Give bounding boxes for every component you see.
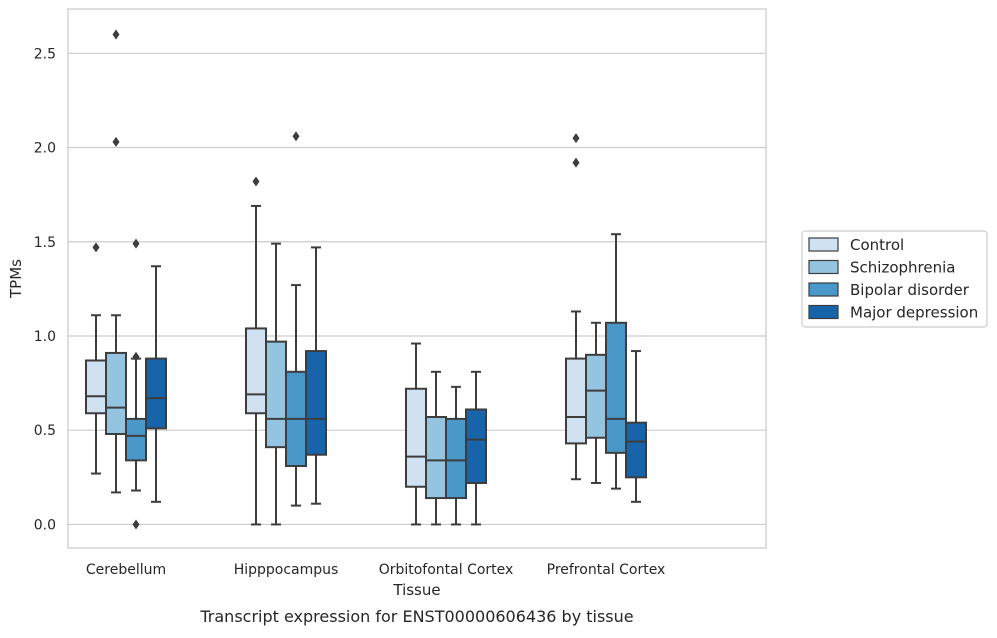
iqr-box [585, 353, 607, 439]
iqr-box [125, 417, 147, 462]
box-bipolar-disorder [125, 238, 147, 530]
box-marks [85, 29, 647, 530]
iqr-box [105, 351, 127, 435]
plot-frame [67, 8, 767, 549]
box-major-depression [465, 370, 487, 526]
iqr-box [265, 340, 287, 449]
outlier-point [572, 133, 580, 144]
box-bipolar-disorder [285, 131, 307, 507]
legend-swatch [808, 259, 839, 275]
legend-frame [801, 230, 988, 328]
outlier-point [292, 131, 300, 142]
legend-item: Schizophrenia [808, 259, 955, 277]
iqr-box [85, 359, 107, 415]
iqr-box [445, 417, 467, 500]
x-tick-label: Prefrontal Cortex [547, 562, 666, 578]
box-schizophrenia [105, 29, 127, 494]
legend-swatch [808, 304, 839, 320]
outlier-point [132, 351, 140, 362]
outlier-point [252, 176, 260, 187]
outlier-point [92, 242, 100, 253]
legend: Control Schizophrenia Bipolar disorder Majo… [801, 230, 988, 328]
y-tick-label: 2.5 [34, 46, 56, 62]
iqr-box [465, 408, 487, 484]
box-major-depression [625, 350, 647, 503]
legend-swatch [808, 282, 839, 297]
grid-lines [68, 52, 766, 526]
x-tick-labels: Cerebellum Hipppocampus Orbitofontal Corte… [86, 562, 665, 578]
y-tick-labels: 0.0 0.5 1.0 1.5 2.0 2.5 [34, 46, 56, 533]
y-tick-label: 1.5 [34, 235, 56, 251]
x-axis-title: Tissue [392, 581, 440, 599]
legend-label: Bipolar disorder [850, 281, 970, 299]
iqr-box [305, 350, 327, 456]
iqr-box [565, 357, 587, 445]
iqr-box [605, 321, 627, 454]
legend-item: Control [808, 236, 904, 254]
box-control [565, 133, 587, 481]
legend-item: Bipolar disorder [808, 281, 970, 299]
outlier-point [132, 519, 140, 530]
box-schizophrenia [265, 242, 287, 526]
y-tick-label: 0.0 [34, 517, 56, 533]
legend-item: Major depression [808, 304, 978, 322]
box-bipolar-disorder [445, 385, 467, 526]
box-major-depression [305, 246, 327, 505]
box-control [85, 242, 107, 475]
iqr-box [145, 357, 167, 430]
x-tick-label: Hipppocampus [234, 562, 339, 578]
y-tick-label: 0.5 [34, 423, 56, 439]
box-schizophrenia [425, 370, 447, 526]
outlier-point [112, 136, 120, 147]
legend-label: Control [850, 236, 904, 254]
legend-label: Schizophrenia [850, 259, 955, 277]
legend-swatch [808, 237, 839, 252]
outlier-point [112, 29, 120, 40]
box-control [245, 176, 267, 526]
box-bipolar-disorder [605, 233, 627, 490]
iqr-box [245, 327, 267, 415]
y-axis-title: TPMs [7, 259, 25, 299]
box-control [405, 342, 427, 526]
iqr-box [425, 416, 447, 500]
iqr-box [405, 387, 427, 488]
legend-label: Major depression [850, 304, 978, 322]
y-tick-label: 2.0 [34, 141, 56, 157]
x-tick-label: Cerebellum [86, 562, 166, 578]
iqr-box [625, 421, 647, 479]
box-major-depression [145, 265, 167, 503]
box-schizophrenia [585, 321, 607, 484]
outlier-point [572, 157, 580, 168]
chart-caption: Transcript expression for ENST0000060643… [199, 607, 633, 626]
y-tick-label: 1.0 [34, 329, 56, 345]
x-tick-label: Orbitofontal Cortex [379, 562, 514, 578]
outlier-point [132, 238, 140, 249]
